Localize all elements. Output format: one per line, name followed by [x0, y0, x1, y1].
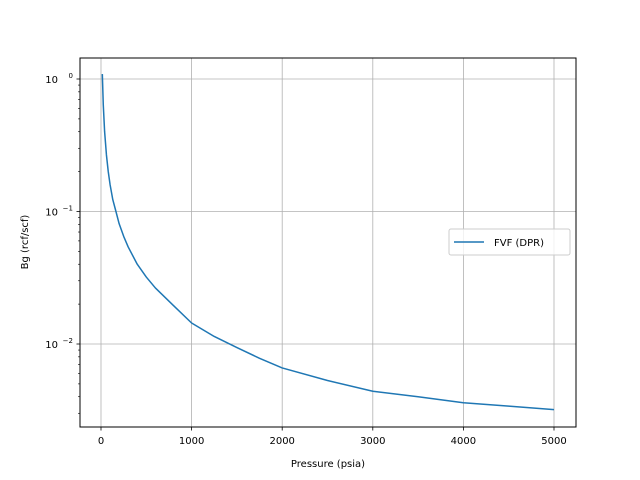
y-axis-ticks: 10 0 10 −1 10 −2 — [45, 72, 80, 351]
y-tick-exponent: −2 — [63, 337, 73, 345]
legend: FVF (DPR) — [448, 228, 571, 256]
y-tick-label: 10 — [45, 75, 58, 86]
legend-box — [448, 228, 571, 256]
series-fvf-dpr — [101, 74, 555, 411]
x-tick-label: 3000 — [360, 436, 385, 447]
x-axis-label: Pressure (psia) — [291, 459, 365, 470]
y-tick-label: 10 — [45, 340, 58, 351]
y-tick-exponent: 0 — [69, 72, 73, 80]
x-tick-label: 2000 — [269, 436, 294, 447]
x-tick-label: 1000 — [179, 436, 204, 447]
x-tick-label: 4000 — [451, 436, 476, 447]
y-tick-exponent: −1 — [63, 205, 73, 213]
x-tick-label: 0 — [98, 436, 104, 447]
fvf-dpr-line — [101, 74, 555, 411]
legend-label: FVF (DPR) — [494, 238, 544, 249]
x-tick-label: 5000 — [541, 436, 566, 447]
y-axis-label: Bg (rcf/scf) — [20, 215, 31, 270]
x-axis-ticks: 0 1000 2000 3000 4000 5000 — [98, 427, 567, 447]
plot-area-frame — [79, 57, 577, 428]
y-tick-label: 10 — [45, 208, 58, 219]
